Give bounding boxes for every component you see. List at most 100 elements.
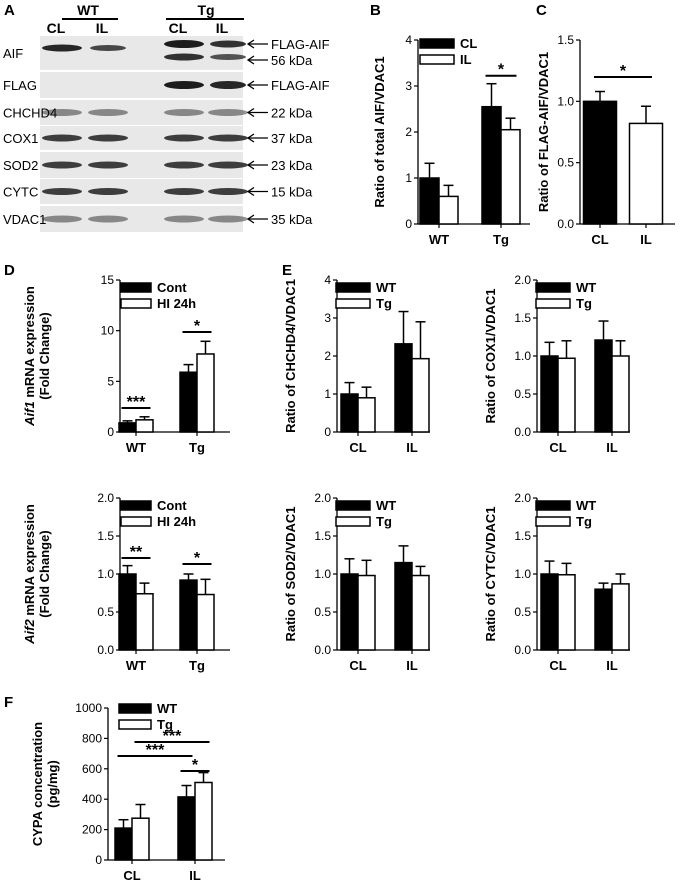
legend-label: Tg: [157, 717, 173, 732]
significance-label: ***: [127, 394, 146, 411]
panel-label-d: D: [4, 262, 15, 279]
bar: [135, 593, 154, 651]
y-tick-label: 0: [405, 217, 412, 231]
bar: [540, 573, 559, 651]
legend-swatch: [535, 516, 571, 527]
legend-swatch: [419, 38, 455, 49]
y-tick-label: 0: [107, 425, 114, 439]
significance-label: *: [194, 550, 201, 567]
y-tick-label: 1.0: [557, 94, 574, 108]
blot-band: [164, 40, 204, 48]
y-tick-label: 2.0: [514, 491, 531, 505]
blot-band: [164, 81, 204, 89]
y-tick-label: 0.0: [514, 643, 531, 657]
legend-label: Cont: [157, 280, 187, 295]
panel-label-e: E: [282, 262, 293, 279]
bar: [557, 574, 576, 651]
y-tick-label: 1.5: [514, 529, 531, 543]
y-tick-label: 2: [405, 125, 412, 139]
bar: [196, 353, 215, 433]
y-tick-label: 3: [324, 311, 331, 325]
legend-label: IL: [460, 52, 472, 67]
bar: [611, 583, 630, 651]
y-tick-label: 2.0: [514, 273, 531, 287]
legend-swatch: [335, 516, 371, 527]
y-axis-label: Ratio of FLAG-AIF/VDAC1: [536, 52, 551, 212]
blot-right-label: 35 kDa: [271, 212, 313, 227]
chart-aif2-mrna: 0.0 0.5 1.0 1.5 2.0 Aif2 mRNA expression (Fold…: [22, 491, 230, 673]
legend-label: WT: [157, 701, 177, 716]
y-tick-label: 800: [82, 731, 102, 745]
y-tick-label: 15: [101, 273, 115, 287]
blot-row-label: CYTC: [3, 185, 38, 200]
chart-aif1-mrna: 0 5 10 15 Aif1 mRNA expression (Fold Change) W…: [22, 273, 230, 455]
blot-right-label: 37 kDa: [271, 131, 313, 146]
panel-label-b: B: [370, 2, 381, 19]
y-axis-label: Ratio of SOD2/VDAC1: [283, 506, 298, 641]
x-tick-label: CL: [591, 232, 608, 247]
y-tick-label: 2.0: [97, 491, 114, 505]
legend-label: Tg: [376, 514, 392, 529]
blot-band: [164, 188, 204, 195]
panel-label-c: C: [536, 2, 547, 19]
chart-sod2: 0.0 0.5 1.0 1.5 2.0 Ratio of SOD2/VDAC1 CL IL WT…: [283, 491, 430, 673]
significance-label: *: [192, 757, 199, 774]
legend-swatch: [535, 298, 571, 309]
y-tick-label: 4: [405, 33, 412, 47]
significance-label: ***: [146, 742, 165, 759]
bar: [411, 574, 430, 651]
blot-arrow-head: [246, 55, 255, 65]
y-tick-label: 1: [324, 387, 331, 401]
blot-band: [42, 161, 82, 169]
y-axis-label: (Fold Change): [37, 530, 52, 617]
panel-label-a: A: [4, 2, 15, 19]
blot-row-label: CHCHD4: [3, 106, 57, 121]
blot-band: [88, 134, 128, 142]
y-tick-label: 1.5: [514, 311, 531, 325]
significance-label: *: [498, 62, 505, 79]
blot-band: [210, 81, 246, 89]
blot-row-label: SOD2: [3, 158, 38, 173]
y-tick-label: 0.0: [514, 425, 531, 439]
legend-swatch: [120, 516, 152, 527]
bar: [500, 128, 521, 225]
x-tick-label: IL: [189, 868, 201, 883]
y-tick-label: 200: [82, 823, 102, 837]
blot-band: [164, 215, 204, 223]
blot-band: [42, 44, 82, 52]
chart-cytc: 0.0 0.5 1.0 1.5 2.0 Ratio of CYTC/VDAC1 CL IL WT…: [483, 491, 630, 673]
legend-swatch: [118, 703, 152, 714]
y-tick-label: 0: [324, 425, 331, 439]
legend-swatch: [535, 500, 571, 511]
x-tick-label: CL: [549, 440, 566, 455]
legend-label: WT: [576, 498, 596, 513]
legend-swatch: [335, 282, 371, 293]
legend-label: HI 24h: [157, 514, 196, 529]
x-tick-label: IL: [406, 440, 418, 455]
blot-right-label: FLAG-AIF: [271, 78, 330, 93]
blot-arrow-head: [246, 133, 255, 143]
bar: [594, 339, 613, 433]
blot-arrow-head: [246, 186, 255, 197]
legend-label: WT: [376, 498, 396, 513]
blot-band: [208, 188, 248, 195]
significance-label: *: [194, 318, 201, 335]
bar: [114, 827, 133, 861]
y-tick-label: 1.5: [557, 33, 574, 47]
x-tick-label: Tg: [493, 232, 509, 247]
y-tick-label: 2.0: [314, 491, 331, 505]
x-tick-label: IL: [606, 440, 618, 455]
blot-band: [208, 215, 248, 223]
x-tick-label: WT: [126, 658, 146, 673]
blot-band: [88, 109, 128, 116]
y-tick-label: 600: [82, 762, 102, 776]
y-tick-label: 0.5: [314, 605, 331, 619]
y-tick-label: 0.5: [514, 387, 531, 401]
x-tick-label: WT: [126, 440, 146, 455]
bar: [582, 100, 618, 225]
blot-band: [208, 109, 248, 116]
blot-band: [90, 45, 126, 51]
blot-band: [42, 109, 82, 116]
bar: [394, 343, 413, 433]
